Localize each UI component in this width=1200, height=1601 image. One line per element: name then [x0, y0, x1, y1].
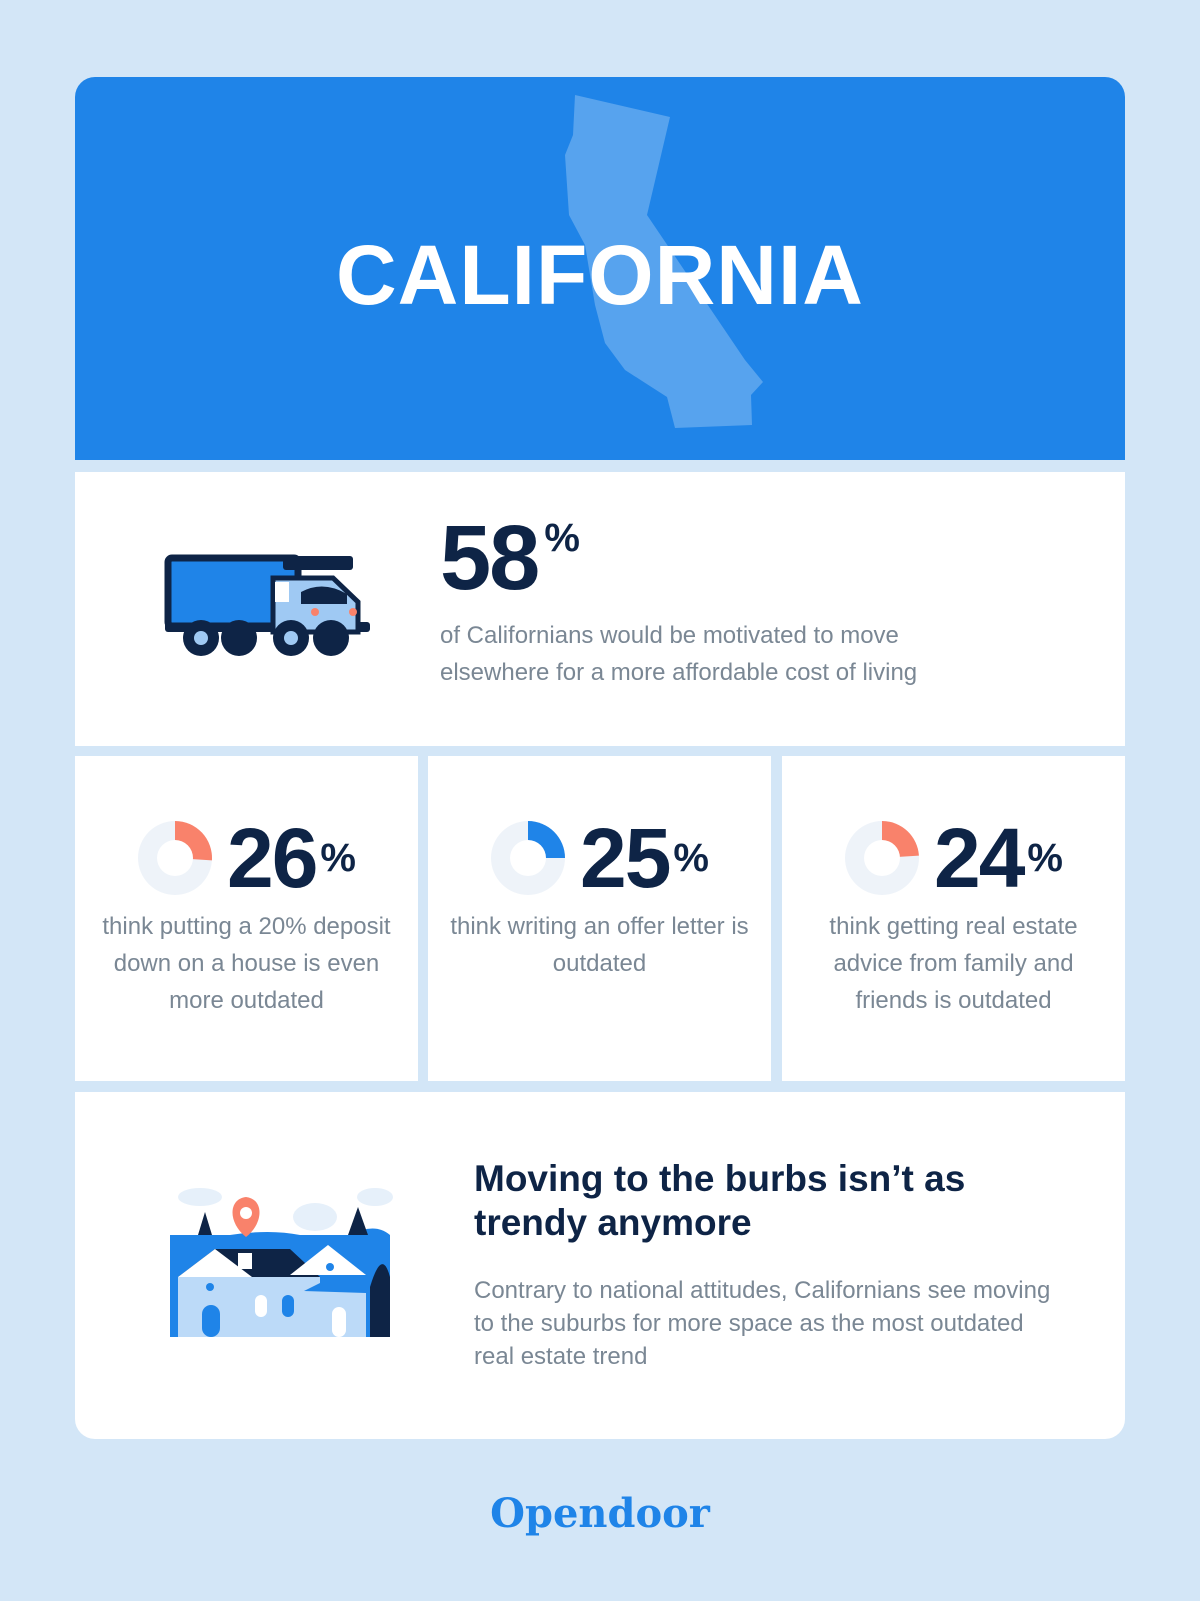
stat-percent: % [320, 835, 356, 880]
suburban-house-icon [170, 1188, 393, 1337]
donut-chart-icon [490, 821, 565, 895]
california-map-icon [565, 95, 763, 428]
stat-percent: % [1027, 835, 1063, 880]
main-stat-description: of Californians would be motivated to mo… [440, 622, 918, 686]
stat-card-family-advice: 24% think getting real estate advice fro… [782, 756, 1125, 1081]
opendoor-logo: Opendoor [490, 1490, 710, 1537]
stat-card-offer-letter: 25% think writing an offer letter is out… [428, 756, 771, 1081]
main-stat-number: 58 [440, 507, 540, 609]
stat-description: think putting a 20% deposit down on a ho… [102, 913, 391, 1014]
stat-card-deposit: 26% think putting a 20% deposit down on … [75, 756, 418, 1081]
donut-chart-icon [844, 821, 919, 895]
donut-chart-icon [137, 821, 212, 895]
donut-hole [509, 840, 546, 876]
hero-banner: CALIFORNIA [75, 77, 1125, 460]
stat-description: think writing an offer letter is outdate… [450, 913, 749, 977]
stat-number: 26 [226, 811, 318, 905]
main-stat-percent: % [544, 516, 580, 560]
moving-truck-icon [164, 554, 370, 656]
stat-percent: % [673, 835, 709, 880]
burbs-title: Moving to the burbs isn’t as trendy anym… [474, 1158, 966, 1243]
stat-number: 25 [579, 811, 671, 905]
donut-hole [156, 840, 193, 876]
stat-description: think getting real estate advice from fa… [829, 913, 1078, 1014]
main-stat-value: 58% [440, 512, 580, 604]
donut-hole [863, 840, 900, 876]
main-stat-card: 58% of Californians would be motivated t… [75, 472, 1125, 746]
state-title: CALIFORNIA [336, 228, 864, 322]
burbs-card: Moving to the burbs isn’t as trendy anym… [75, 1092, 1125, 1439]
burbs-description: Contrary to national attitudes, Californ… [474, 1277, 1051, 1370]
stat-number: 24 [933, 811, 1025, 905]
